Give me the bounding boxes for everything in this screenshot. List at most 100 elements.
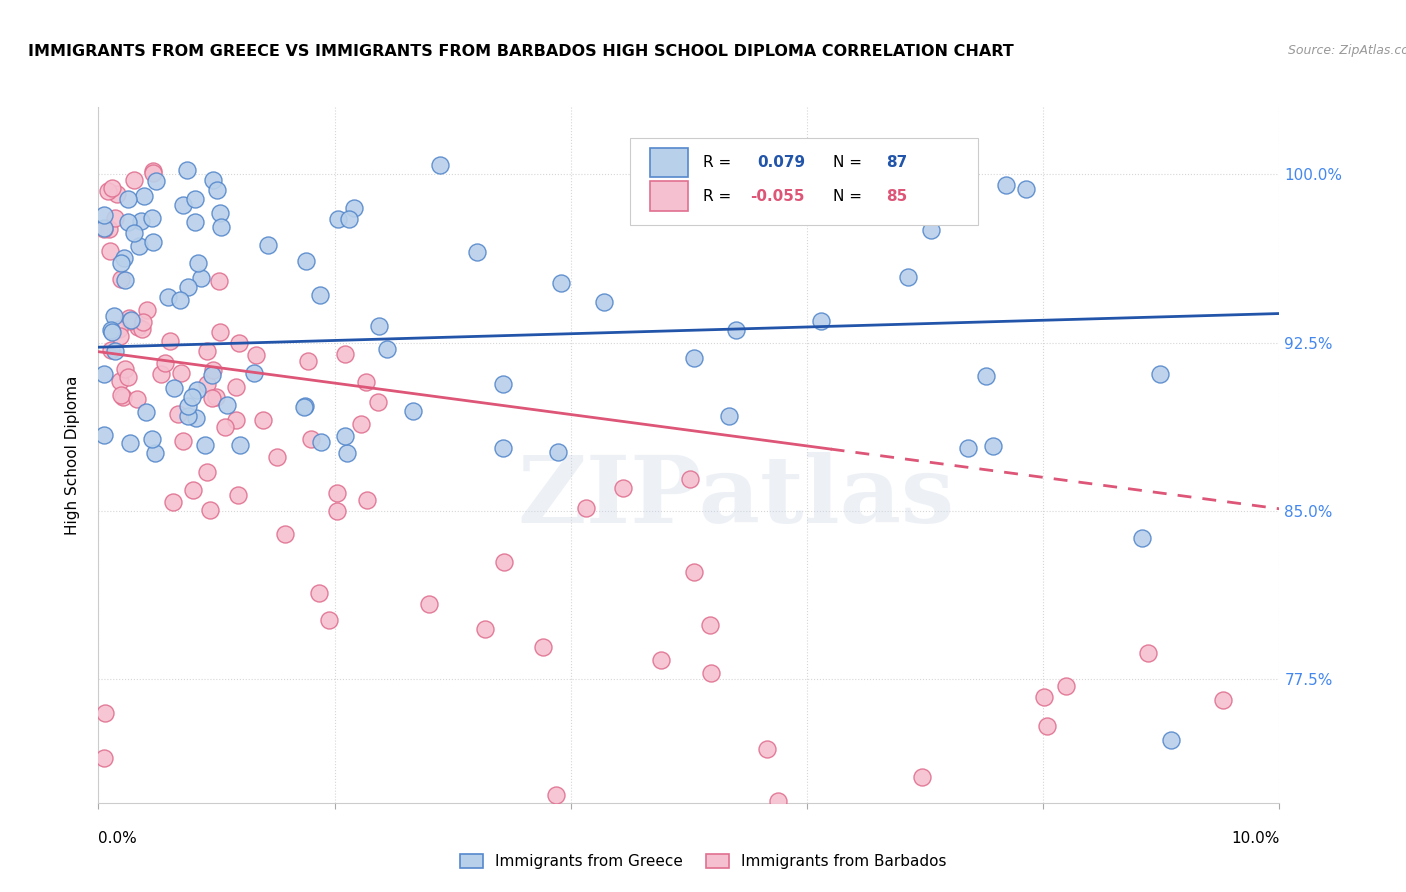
Point — [98, 244, 121, 258]
Point — [112, 251, 135, 265]
Point — [142, 166, 165, 180]
FancyBboxPatch shape — [650, 148, 688, 178]
Point — [1035, 719, 1057, 733]
Point — [208, 206, 231, 220]
Point — [110, 329, 132, 343]
Text: 10.0%: 10.0% — [1232, 830, 1279, 846]
Point — [202, 363, 225, 377]
Point — [143, 446, 166, 460]
Point — [141, 432, 163, 446]
Point — [1033, 690, 1056, 704]
Point — [141, 211, 163, 225]
Point — [318, 613, 340, 627]
Point — [93, 427, 115, 442]
Point — [118, 311, 141, 326]
Point — [97, 184, 120, 198]
Point — [544, 788, 567, 802]
Point — [120, 313, 142, 327]
Point — [98, 222, 121, 236]
Point — [550, 276, 572, 290]
Point — [308, 585, 330, 599]
Point — [273, 527, 295, 541]
Point — [325, 504, 347, 518]
Point — [114, 362, 136, 376]
Text: 87: 87 — [886, 155, 907, 170]
Point — [201, 392, 224, 406]
Point — [127, 319, 149, 334]
Point — [225, 413, 247, 427]
Point — [920, 223, 942, 237]
Text: N =: N = — [832, 188, 868, 203]
Point — [245, 348, 267, 362]
Point — [429, 158, 451, 172]
Point — [492, 441, 515, 455]
Point — [1137, 646, 1160, 660]
Point — [266, 450, 288, 465]
Point — [755, 742, 778, 756]
Text: IMMIGRANTS FROM GREECE VS IMMIGRANTS FROM BARBADOS HIGH SCHOOL DIPLOMA CORRELATI: IMMIGRANTS FROM GREECE VS IMMIGRANTS FRO… — [28, 45, 1014, 60]
Point — [103, 309, 125, 323]
Point — [105, 186, 128, 201]
Point — [1054, 680, 1077, 694]
Point — [957, 441, 980, 455]
Point — [93, 751, 115, 765]
Point — [172, 434, 194, 449]
Point — [354, 375, 377, 389]
Point — [110, 388, 132, 402]
Point — [650, 653, 672, 667]
Point — [700, 665, 723, 680]
Point — [100, 323, 122, 337]
Point — [337, 212, 360, 227]
Point — [367, 394, 389, 409]
Point — [157, 290, 180, 304]
Point — [194, 438, 217, 452]
Point — [169, 293, 191, 307]
Point — [911, 770, 934, 784]
Point — [108, 375, 131, 389]
Y-axis label: High School Diploma: High School Diploma — [65, 376, 80, 534]
Point — [299, 433, 322, 447]
Point — [159, 334, 181, 348]
Point — [228, 335, 250, 350]
Point — [145, 174, 167, 188]
Point — [100, 343, 122, 357]
Point — [294, 399, 316, 413]
Point — [93, 368, 115, 382]
Point — [101, 326, 124, 340]
Point — [104, 211, 127, 225]
Point — [131, 322, 153, 336]
Point — [981, 439, 1004, 453]
Point — [297, 354, 319, 368]
Point — [201, 173, 224, 187]
Point — [1014, 182, 1036, 196]
Point — [184, 215, 207, 229]
Point — [142, 164, 165, 178]
Point — [110, 272, 132, 286]
Point — [995, 178, 1018, 192]
Text: 85: 85 — [886, 188, 907, 203]
Point — [104, 343, 127, 358]
Point — [136, 303, 159, 318]
Point — [252, 413, 274, 427]
Point — [93, 220, 115, 235]
Point — [108, 322, 131, 336]
Point — [1149, 367, 1171, 381]
Text: ZIPatlas: ZIPatlas — [517, 451, 955, 541]
Point — [110, 256, 132, 270]
Point — [93, 208, 115, 222]
Point — [118, 314, 141, 328]
Point — [177, 280, 200, 294]
Point — [612, 481, 634, 495]
Point — [547, 445, 569, 459]
Point — [186, 410, 208, 425]
Point — [699, 618, 721, 632]
Point — [683, 351, 706, 366]
Point — [122, 173, 145, 187]
Point — [474, 622, 496, 636]
FancyBboxPatch shape — [650, 181, 688, 211]
Point — [333, 429, 356, 443]
Point — [198, 503, 221, 517]
Point — [257, 238, 280, 252]
Point — [142, 235, 165, 250]
Point — [335, 347, 357, 361]
